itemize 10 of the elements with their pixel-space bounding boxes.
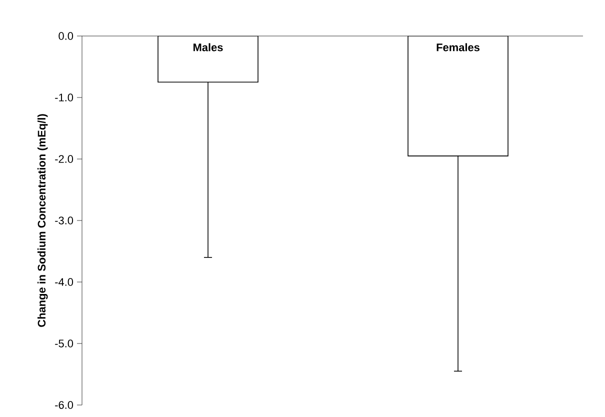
x-tick-label: Females xyxy=(436,43,480,52)
y-axis-title: Change in Sodium Concentration (mEq/l) xyxy=(37,114,48,327)
y-tick-label: -1.0 xyxy=(55,94,74,102)
y-tick-label: 0.0 xyxy=(58,32,74,40)
x-tick-label: Males xyxy=(194,43,223,52)
y-tick-label: -2.0 xyxy=(55,155,74,163)
y-tick-label: -6.0 xyxy=(55,401,74,409)
y-tick-label: -5.0 xyxy=(55,340,74,348)
y-tick-label: -3.0 xyxy=(55,216,74,224)
y-tick-label: -4.0 xyxy=(55,278,74,286)
